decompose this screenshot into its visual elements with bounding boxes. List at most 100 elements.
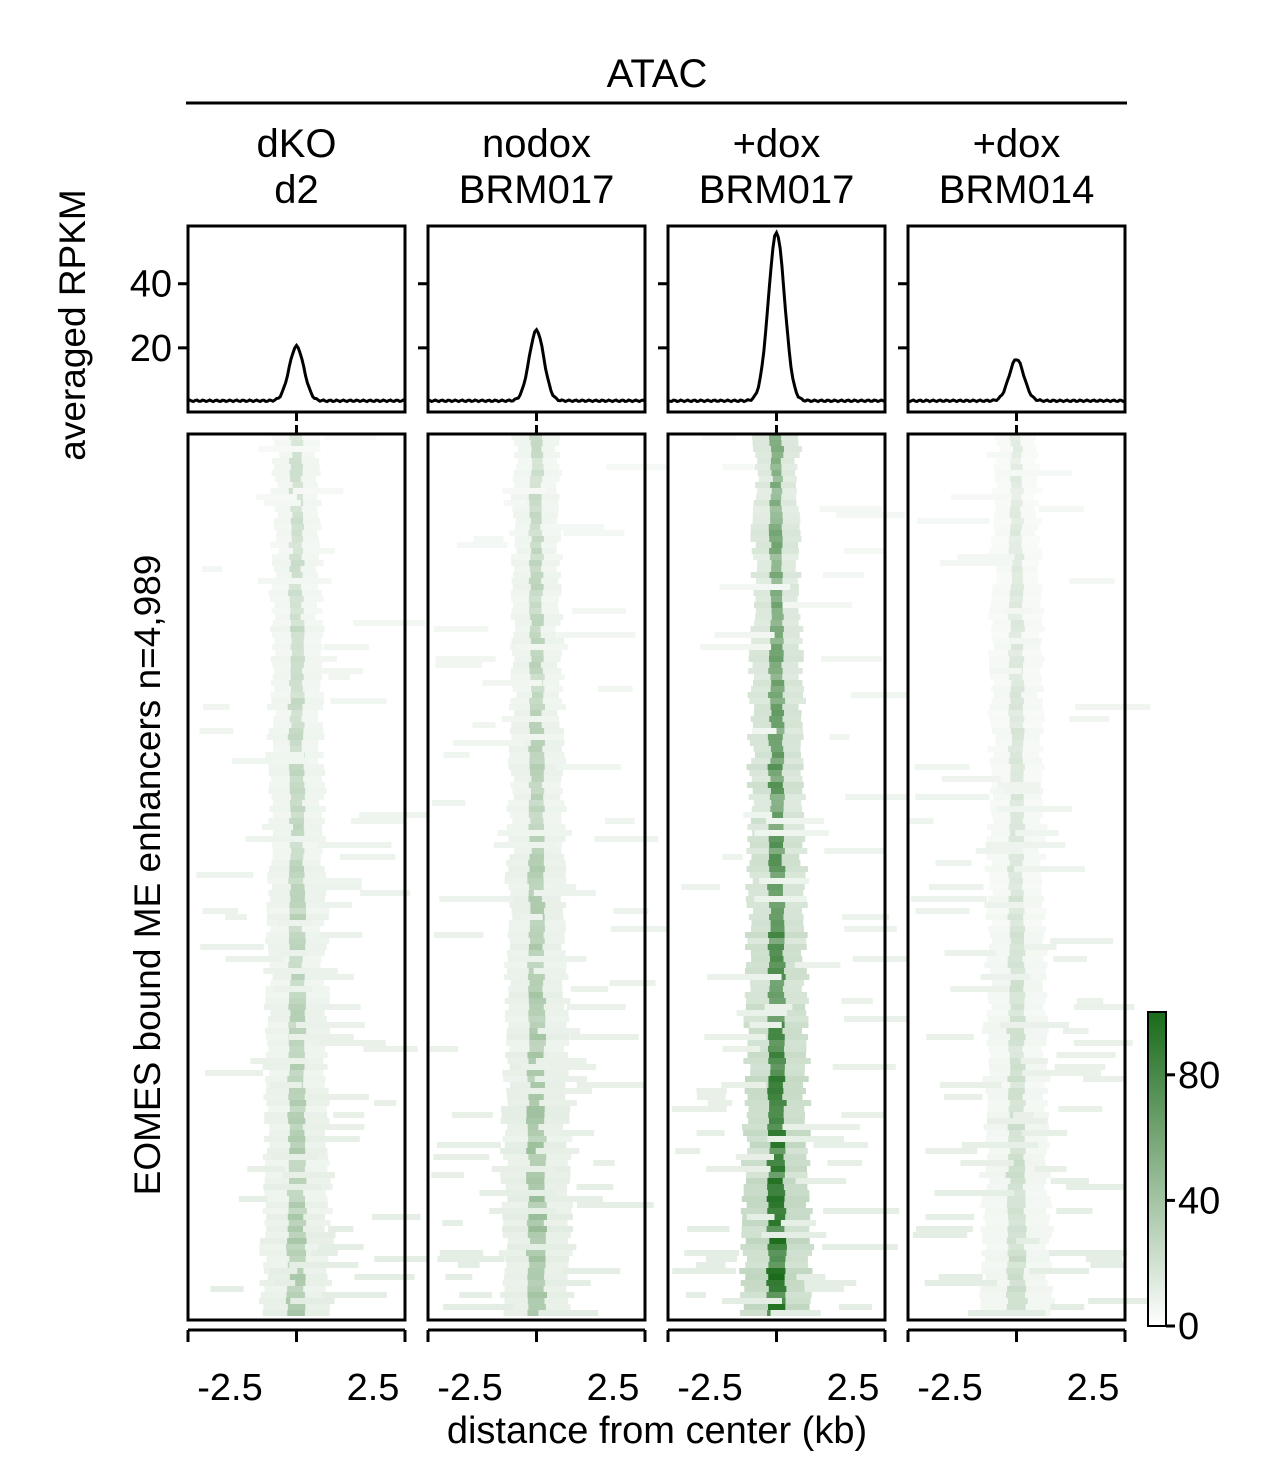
heatmap-background-signal [1013, 1112, 1034, 1118]
profile-frame [666, 224, 887, 414]
heatmap-background-signal [706, 1256, 738, 1262]
heatmap-core [1009, 434, 1021, 440]
heatmap-core [527, 1124, 543, 1130]
heatmap-core [768, 530, 783, 536]
heatmap-core [1007, 1196, 1026, 1202]
heatmap-core [1009, 560, 1022, 566]
sample-label-line2: BRM017 [459, 168, 615, 212]
heatmap-core [289, 1124, 305, 1130]
heatmap-background-signal [722, 464, 754, 470]
heatmap-core [767, 1016, 785, 1022]
heatmap-background-signal [1029, 1268, 1090, 1274]
heatmap-core [767, 1094, 783, 1100]
heatmap-core [291, 638, 304, 644]
heatmap-core [289, 1106, 306, 1112]
heatmap-background-signal [330, 698, 387, 704]
heatmap [668, 434, 929, 1320]
heatmap-core [529, 866, 545, 872]
heatmap-core [530, 1082, 545, 1088]
heatmap-background-signal [497, 830, 572, 836]
heatmap-background-signal [819, 506, 882, 512]
heatmap-background-signal [821, 656, 882, 662]
heatmap-core [287, 1238, 307, 1244]
heatmap-core [771, 710, 784, 716]
heatmap-background-signal [302, 1124, 365, 1130]
heatmap-background-signal [1076, 998, 1104, 1004]
heatmap-core [289, 1046, 305, 1052]
heatmap-background-signal [782, 1124, 860, 1130]
heatmap-core [529, 602, 542, 608]
heatmap-background-signal [804, 1280, 857, 1286]
heatmap-background-signal [597, 686, 633, 692]
heatmap-core [528, 896, 542, 902]
heatmap-core [768, 1118, 784, 1124]
heatmap-background-signal [303, 878, 362, 884]
heatmap-background-signal [827, 1160, 863, 1166]
heatmap-core [528, 1154, 547, 1160]
heatmap-core [287, 1214, 304, 1220]
heatmap-core [527, 974, 545, 980]
heatmap-core [769, 980, 785, 986]
heatmap-core [1008, 1088, 1025, 1094]
heatmap-core [528, 992, 543, 998]
heatmap-core [770, 494, 782, 500]
heatmap-core [769, 716, 783, 722]
heatmap-core [285, 1244, 305, 1250]
heatmap-core [531, 536, 544, 542]
heatmap-core [530, 818, 544, 824]
heatmap-core [527, 1280, 546, 1286]
heatmap-core [526, 1118, 545, 1124]
heatmap-background-signal [306, 1232, 336, 1238]
heatmap-core [529, 1196, 545, 1202]
heatmap-background-signal [939, 1082, 1002, 1088]
heatmap-core [290, 506, 302, 512]
heatmap-core [530, 542, 542, 548]
heatmap-core [289, 470, 303, 476]
heatmap-core [767, 968, 785, 974]
heatmap-background-signal [961, 1142, 1039, 1148]
heatmap-core [769, 866, 786, 872]
heatmap-background-signal [439, 896, 514, 902]
heatmap-background-signal [1053, 956, 1088, 962]
heatmap-background-signal [371, 1214, 421, 1220]
heatmap-core [768, 836, 784, 842]
heatmap-core [289, 1148, 306, 1154]
heatmap-core [529, 728, 545, 734]
heatmap-background-signal [823, 1208, 900, 1214]
heatmap-core [767, 1190, 786, 1196]
heatmap-background-signal [1074, 1004, 1135, 1010]
heatmap-background-signal [752, 728, 777, 734]
heatmap-core [768, 1202, 785, 1208]
heatmap-background-signal [263, 968, 338, 974]
heatmap-core [1006, 1238, 1025, 1244]
heatmap-background-signal [321, 1004, 361, 1010]
heatmap-background-signal [442, 1220, 463, 1226]
heatmap-core [770, 620, 783, 626]
heatmap-background-signal [704, 1034, 767, 1040]
heatmap-background-signal [374, 1256, 427, 1262]
heatmap-background-signal [813, 1142, 869, 1148]
heatmap-core [1008, 650, 1023, 656]
heatmap-core [1011, 500, 1023, 506]
heatmap-core [770, 686, 785, 692]
heatmap-core [288, 1052, 305, 1058]
heatmap-core [1010, 1034, 1026, 1040]
heatmap-core [529, 980, 544, 986]
heatmap-background-signal [605, 818, 635, 824]
heatmap-core [289, 1130, 305, 1136]
heatmap-core [290, 1142, 305, 1148]
heatmap-core [771, 614, 784, 620]
heatmap-core [1009, 596, 1023, 602]
heatmap-background-signal [719, 584, 791, 590]
heatmap-core [767, 884, 783, 890]
heatmap-core [527, 1286, 544, 1292]
heatmap-core [289, 956, 303, 962]
heatmap-core [290, 980, 305, 986]
heatmap-core [530, 794, 544, 800]
heatmap-background-signal [521, 956, 587, 962]
heatmap-core [292, 494, 303, 500]
heatmap-core [527, 1268, 545, 1274]
sample-label-line2: BRM017 [699, 168, 855, 212]
heatmap-core [1011, 578, 1023, 584]
heatmap-background-signal [795, 1178, 847, 1184]
